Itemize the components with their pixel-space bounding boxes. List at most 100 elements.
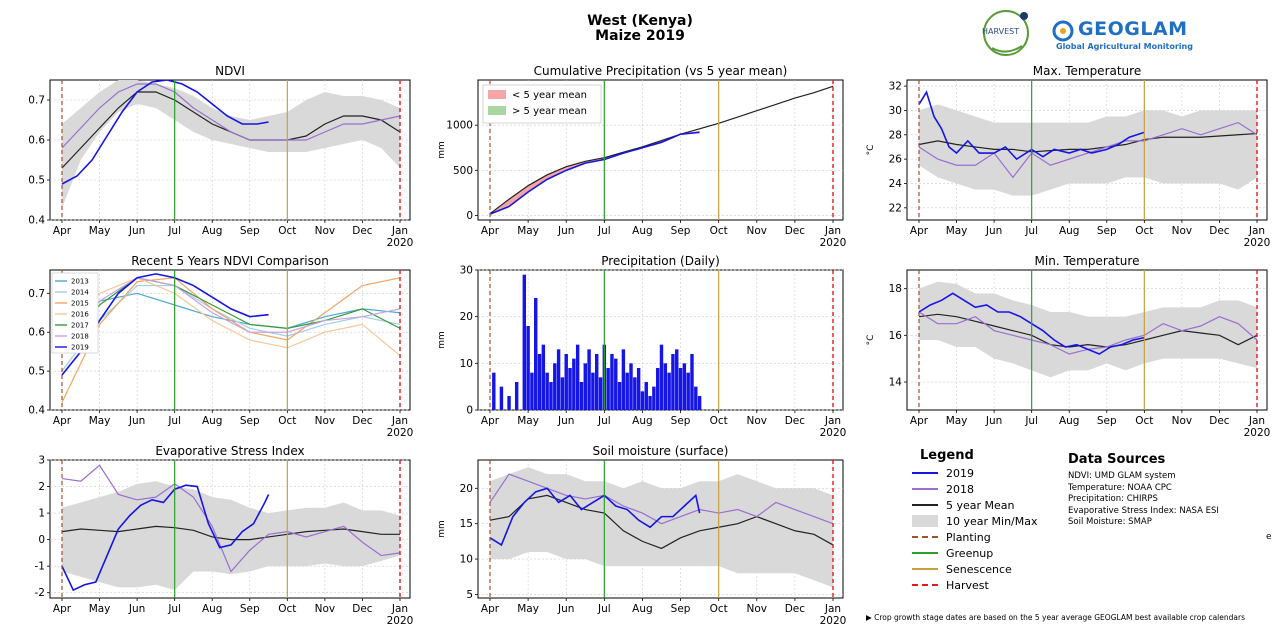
- x-tick-label: Oct: [1135, 415, 1153, 427]
- page-title: West (Kenya) Maize 2019: [560, 14, 720, 44]
- x-tick-label: Apr: [910, 415, 929, 427]
- chart-dailyprecip: Precipitation (Daily) Apr May Jun Jul Aug Sep O…: [437, 254, 846, 439]
- precip-bar: [610, 354, 614, 410]
- precip-bar: [640, 391, 645, 410]
- x-tick-label: Dec: [785, 225, 806, 237]
- x-tick-label: Jul: [167, 603, 181, 615]
- x-tick-label: Jun: [128, 415, 145, 427]
- x-tick-label: Nov: [315, 415, 336, 427]
- data-sources-list: NDVI: UMD GLAM system Temperature: NOAA C…: [1068, 471, 1278, 529]
- x-year-label: 2020: [387, 615, 414, 627]
- series-s2016: [61, 277, 401, 357]
- x-tick-label: Dec: [785, 415, 806, 427]
- plot-marks: [489, 85, 834, 215]
- x-tick-label: Apr: [53, 603, 72, 615]
- precip-bar: [625, 372, 629, 410]
- legend-label: 5 year Mean: [946, 498, 1015, 512]
- precip-bar: [694, 386, 698, 410]
- x-tick-label: May: [517, 225, 539, 237]
- y-tick-label: 0.5: [28, 366, 45, 378]
- precip-bar: [568, 368, 572, 410]
- y-axis-label: mm: [437, 331, 447, 349]
- precip-bar: [507, 396, 511, 410]
- x-tick-label: Jul: [597, 225, 611, 237]
- year-legend-label: 2016: [71, 311, 89, 319]
- precip-bar: [549, 382, 553, 410]
- y-tick-label: 0.6: [28, 327, 45, 339]
- precip-bar: [644, 382, 648, 410]
- series-mean: [918, 132, 1258, 153]
- legend-label: 2019: [946, 466, 974, 480]
- series-mean: [61, 525, 400, 541]
- x-tick-label: Sep: [1097, 415, 1117, 427]
- precip-bar: [686, 372, 690, 410]
- x-year-label: 2020: [820, 615, 847, 627]
- chart-title: NDVI: [215, 64, 245, 78]
- chart-title: Evaporative Stress Index: [155, 444, 304, 458]
- x-tick-label: Aug: [202, 603, 223, 615]
- x-tick-label: Apr: [481, 225, 500, 237]
- y-tick-label: 24: [889, 178, 903, 190]
- y-tick-label: 30: [889, 105, 902, 117]
- precip-bar: [697, 396, 702, 410]
- precip-bar: [583, 363, 587, 410]
- x-tick-label: Jun: [985, 225, 1002, 237]
- x-tick-label: Jun: [557, 225, 574, 237]
- x-tick-label: Apr: [53, 415, 72, 427]
- precip-bar: [633, 377, 637, 410]
- legend-item: Planting: [912, 529, 1052, 545]
- chart-title: Max. Temperature: [1033, 64, 1141, 78]
- precip-bar: [671, 354, 675, 410]
- y-axis-label: mm: [437, 141, 447, 159]
- data-sources-title: Data Sources: [1068, 452, 1166, 467]
- x-year-label: 2020: [820, 427, 847, 439]
- x-year-label: 2020: [387, 237, 414, 249]
- chart-title: Min. Temperature: [1035, 254, 1140, 268]
- y-tick-label: 0.7: [28, 288, 45, 300]
- y-tick-label: 0.7: [28, 95, 45, 107]
- y-tick-label: 0.4: [28, 405, 45, 417]
- x-tick-label: Dec: [785, 603, 806, 615]
- legend-item: 10 year Min/Max: [912, 513, 1052, 529]
- year-legend-label: 2017: [71, 322, 89, 330]
- chart-title: Precipitation (Daily): [601, 254, 720, 268]
- precip-bar: [492, 372, 496, 410]
- legend-item: 2019: [912, 465, 1052, 481]
- min-max-band: [919, 104, 1257, 196]
- y-tick-label: -1: [35, 561, 45, 573]
- y-tick-label: 30: [460, 265, 473, 277]
- legend-label: Planting: [946, 530, 991, 544]
- chart-tmax: Max. Temperature Apr May Jun Jul Aug Sep Oct Nov…: [866, 64, 1270, 249]
- inset-legend-label: > 5 year mean: [512, 106, 587, 117]
- x-tick-label: Sep: [671, 603, 691, 615]
- x-tick-label: Sep: [240, 603, 260, 615]
- precip-bar: [678, 368, 683, 410]
- series-mean: [918, 313, 1258, 348]
- y-tick-label: 500: [453, 165, 473, 177]
- series-y2019: [61, 80, 269, 185]
- plot-marks: [489, 467, 834, 588]
- precip-bar: [526, 326, 530, 410]
- legend-swatch: [912, 483, 938, 495]
- precip-bar: [556, 349, 561, 410]
- x-tick-label: May: [946, 415, 968, 427]
- logos: HARVEST GEOGLAM Global Agricultural Moni…: [978, 6, 1193, 58]
- x-tick-label: Oct: [710, 415, 728, 427]
- precip-bar: [587, 349, 591, 410]
- legend-swatch: [912, 531, 938, 543]
- page-title-region: West (Kenya): [587, 13, 693, 29]
- x-tick-label: Jul: [167, 415, 181, 427]
- x-tick-label: Apr: [53, 225, 72, 237]
- x-tick-label: Sep: [671, 225, 691, 237]
- precip-bar: [598, 377, 603, 410]
- y-tick-label: 10: [460, 554, 473, 566]
- legend-swatch: [912, 563, 938, 575]
- x-tick-label: Jun: [128, 603, 145, 615]
- min-max-band: [919, 281, 1257, 378]
- precip-bar: [648, 396, 652, 410]
- x-tick-label: Nov: [1172, 415, 1193, 427]
- x-year-label: 2020: [820, 237, 847, 249]
- legend-swatch: [912, 467, 938, 479]
- data-source-line: NDVI: UMD GLAM system: [1068, 471, 1176, 481]
